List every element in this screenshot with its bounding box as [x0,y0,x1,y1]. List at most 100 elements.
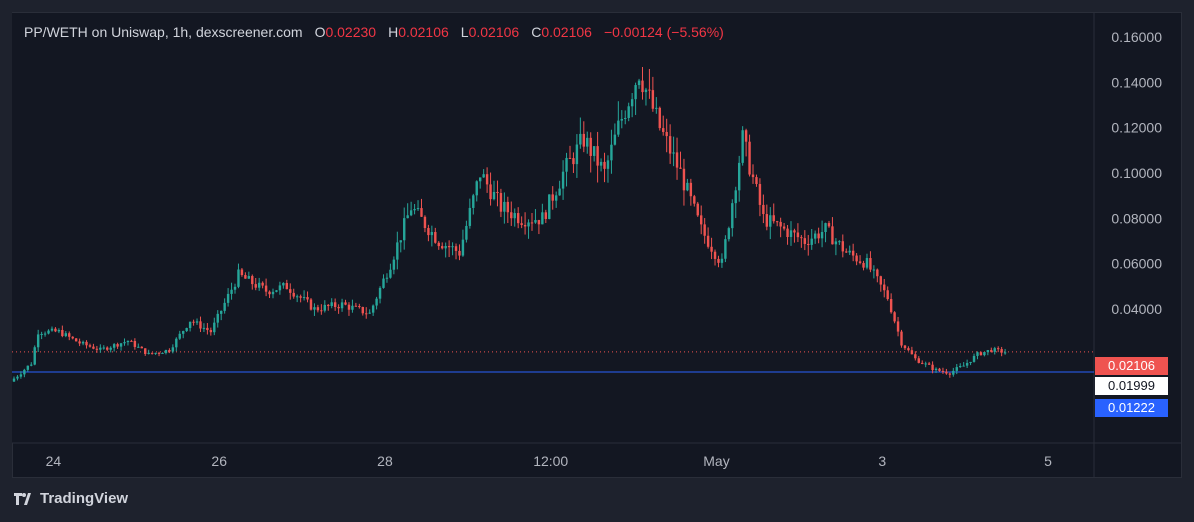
candle-body [851,250,855,256]
legend-close-label: C [531,24,542,40]
candle-body [441,246,444,249]
legend-high-value: 0.02106 [398,24,449,40]
candle-body [254,284,257,288]
candle-body [862,262,865,268]
candle-body [665,131,668,137]
candle-body [869,258,872,270]
candle-body [461,239,465,256]
x-tick-label: May [703,453,729,469]
legend-low-value: 0.02106 [468,24,520,40]
legend-high-label: H [388,24,399,40]
candle-body [855,255,858,262]
candle-body [99,347,102,350]
candle-body [737,162,741,191]
candle-body [820,232,824,239]
candle-body [769,215,772,227]
plot-area [12,13,1094,443]
candle-body [92,346,95,349]
candle-body [996,348,1000,350]
candle-body [876,269,879,277]
candle-body [952,370,955,375]
candle-body [617,120,620,135]
candle-body [793,230,796,233]
candle-body [755,177,758,185]
branding-label: TradingView [40,490,129,507]
candle-body [347,304,351,310]
candle-body [23,369,26,375]
x-tick-label: 26 [211,453,227,469]
chart-legend: PP/WETH on Uniswap, 1h, dexscreener.com … [24,24,724,40]
candle-body [903,345,907,349]
candle-body [796,232,800,238]
candle-body [959,365,962,368]
candle-body [240,269,244,276]
candle-body [786,228,789,237]
candle-body [907,348,910,351]
candle-body [213,322,216,333]
candle-body [693,196,696,204]
candle-body [485,174,489,185]
candle-body [865,258,869,268]
candle-body [299,296,302,298]
candle-body [586,137,589,147]
candle-body [655,107,658,109]
candle-body [351,305,354,310]
candle-body [202,327,206,329]
candle-body [824,223,827,233]
candle-body [427,228,430,236]
candle-body [506,201,510,213]
candle-body [302,297,306,299]
candle-body [182,331,185,334]
candle-body [396,242,399,260]
candle-body [289,289,292,293]
candle-body [610,144,613,161]
candle-body [164,349,168,353]
candle-body [782,226,786,229]
candle-body [637,80,641,86]
candle-body [409,210,413,216]
candle-body [744,130,748,142]
candle-body [109,347,112,350]
candle-body [492,191,496,200]
candle-body [910,350,914,355]
candle-body [848,250,851,253]
legend-low-label: L [460,24,469,40]
candle-body [199,321,202,329]
candle-body [499,193,503,212]
candle-body [30,364,33,366]
candle-body [175,338,178,348]
candle-body [478,177,482,182]
candle-body [765,214,769,227]
candle-body [413,209,416,211]
candle-body [57,329,61,332]
tradingview-logo[interactable]: TradingView [14,490,128,507]
candle-body [551,194,554,201]
candle-body [717,258,720,263]
candle-body [278,285,282,291]
candle-body [672,152,675,154]
candle-body [144,348,147,354]
candle-body [817,233,820,239]
candle-body [133,340,137,347]
legend-open-label: O [314,24,326,40]
candle-body [955,367,958,371]
candle-body [807,243,810,245]
candle-body [74,338,78,342]
candle-body [130,340,133,342]
candle-body [389,269,392,278]
candle-body [468,207,472,226]
candle-body [161,352,164,354]
candle-body [592,146,596,156]
candle-body [150,352,154,354]
candle-body [185,328,188,332]
candle-body [88,345,92,347]
candle-body [886,290,889,300]
candle-body [831,226,834,245]
candle-body [706,235,710,247]
candle-body [858,261,862,263]
candle-body [700,215,703,225]
candle-body [292,292,295,297]
candle-body [78,341,81,344]
candle-body [444,245,447,249]
